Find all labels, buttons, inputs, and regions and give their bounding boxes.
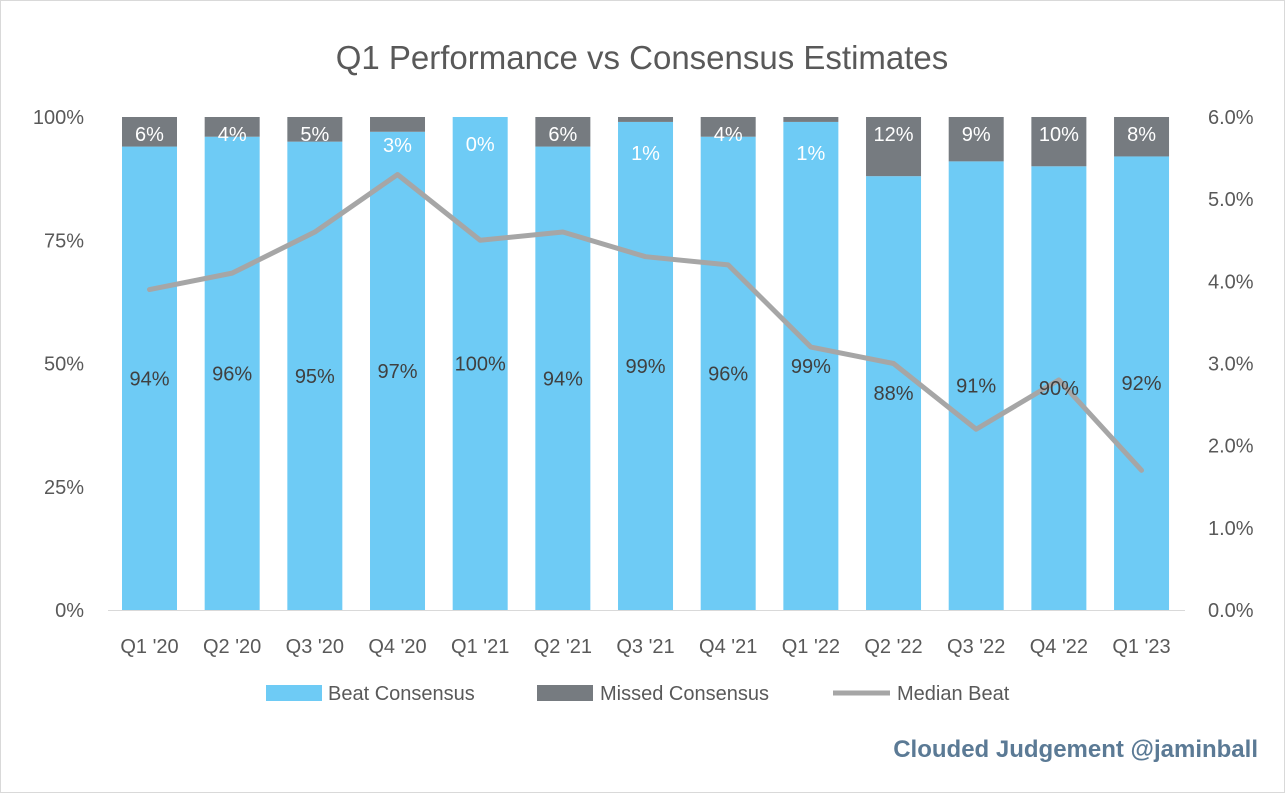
- bar-missed-consensus: [700, 117, 756, 137]
- bar-missed-consensus: [287, 117, 343, 142]
- bar-missed-consensus: [783, 117, 839, 122]
- bar-missed-consensus: [535, 117, 591, 147]
- beat-data-label: 99%: [791, 356, 831, 378]
- x-tick-label: Q2 '22: [864, 636, 922, 658]
- missed-labels-group: 6% 4% 5% 3% 0% 6% 1% 4% 1% 12% 9% 10% 8%: [135, 124, 1156, 165]
- legend-swatch-beat: [266, 685, 322, 701]
- bar-missed-consensus: [122, 117, 177, 147]
- y-axis-left: 0% 25% 50% 75% 100%: [33, 107, 84, 622]
- credit-text: Clouded Judgement @jaminball: [893, 736, 1258, 763]
- y-left-tick-label: 100%: [33, 107, 84, 129]
- x-tick-label: Q4 '22: [1030, 636, 1088, 658]
- beat-data-label: 91%: [956, 376, 996, 398]
- y-left-tick-label: 25%: [44, 477, 84, 499]
- legend: Beat Consensus Missed Consensus Median Bea…: [266, 683, 1010, 705]
- beat-labels-group: 94% 96% 95% 97% 100% 94% 99% 96% 99% 88% 91% 90% 92%: [129, 354, 1161, 406]
- beat-data-label: 96%: [708, 363, 748, 385]
- missed-data-label: 1%: [631, 143, 660, 165]
- bar-beat-consensus: [948, 161, 1004, 610]
- beat-data-label: 92%: [1122, 373, 1162, 395]
- x-tick-label: Q3 '20: [286, 636, 344, 658]
- bar-beat-consensus: [452, 117, 508, 610]
- y-right-tick-label: 0.0%: [1208, 600, 1254, 622]
- chart-title: Q1 Performance vs Consensus Estimates: [336, 39, 949, 76]
- y-left-tick-label: 75%: [44, 230, 84, 252]
- x-axis: Q1 '20 Q2 '20 Q3 '20 Q4 '20 Q1 '21 Q2 '21 Q3 '…: [108, 610, 1185, 658]
- missed-data-label: 5%: [300, 124, 329, 146]
- beat-data-label: 99%: [626, 356, 666, 378]
- bar-beat-consensus: [783, 121, 839, 611]
- y-right-tick-label: 4.0%: [1208, 271, 1254, 293]
- missed-data-label: 9%: [962, 124, 991, 146]
- x-tick-label: Q2 '20: [203, 636, 261, 658]
- x-tick-label: Q4 '21: [699, 636, 757, 658]
- bar-missed-consensus: [948, 117, 1004, 162]
- legend-label-missed: Missed Consensus: [600, 683, 769, 705]
- beat-data-label: 90%: [1039, 378, 1079, 400]
- bar-beat-consensus: [700, 136, 756, 610]
- beat-data-label: 100%: [455, 354, 506, 376]
- x-tick-label: Q3 '21: [616, 636, 674, 658]
- missed-data-label: 3%: [383, 135, 412, 157]
- beat-data-label: 94%: [129, 368, 169, 390]
- bar-beat-consensus: [618, 121, 674, 611]
- missed-data-label: 8%: [1127, 124, 1156, 146]
- y-right-tick-label: 1.0%: [1208, 518, 1254, 540]
- median-beat-line-group: [147, 172, 1145, 473]
- missed-data-label: 6%: [135, 124, 164, 146]
- legend-label-beat: Beat Consensus: [328, 683, 475, 705]
- y-left-tick-label: 0%: [55, 600, 84, 622]
- bar-missed-consensus: [618, 117, 674, 122]
- bar-missed-consensus: [1114, 117, 1170, 157]
- y-right-tick-label: 2.0%: [1208, 436, 1254, 458]
- bar-missed-consensus: [370, 117, 426, 132]
- beat-data-label: 88%: [874, 383, 914, 405]
- x-tick-label: Q1 '23: [1112, 636, 1170, 658]
- legend-label-median: Median Beat: [897, 683, 1010, 705]
- y-left-tick-label: 50%: [44, 354, 84, 376]
- bar-beat-consensus: [370, 131, 426, 611]
- y-right-tick-label: 6.0%: [1208, 107, 1254, 129]
- missed-data-label: 6%: [548, 124, 577, 146]
- x-tick-label: Q1 '22: [782, 636, 840, 658]
- missed-data-label: 0%: [466, 134, 495, 156]
- bar-beat-consensus: [122, 146, 177, 610]
- x-tick-label: Q3 '22: [947, 636, 1005, 658]
- bars-group: [122, 117, 1170, 611]
- beat-data-label: 95%: [295, 366, 335, 388]
- beat-data-label: 94%: [543, 368, 583, 390]
- bar-missed-consensus: [204, 117, 260, 137]
- missed-data-label: 4%: [714, 124, 743, 146]
- missed-data-label: 10%: [1039, 124, 1079, 146]
- legend-swatch-missed: [537, 685, 593, 701]
- missed-data-label: 4%: [218, 124, 247, 146]
- y-right-tick-label: 3.0%: [1208, 354, 1254, 376]
- beat-data-label: 96%: [212, 363, 252, 385]
- x-tick-label: Q2 '21: [534, 636, 592, 658]
- bar-beat-consensus: [204, 136, 260, 610]
- bar-beat-consensus: [866, 176, 922, 610]
- x-tick-label: Q4 '20: [368, 636, 426, 658]
- y-axis-right: 0.0% 1.0% 2.0% 3.0% 4.0% 5.0% 6.0%: [1208, 107, 1254, 622]
- x-tick-label: Q1 '20: [120, 636, 178, 658]
- missed-data-label: 12%: [874, 124, 914, 146]
- bar-beat-consensus: [535, 146, 591, 610]
- beat-data-label: 97%: [377, 361, 417, 383]
- x-tick-label: Q1 '21: [451, 636, 509, 658]
- y-right-tick-label: 5.0%: [1208, 189, 1254, 211]
- bar-missed-consensus: [866, 117, 922, 177]
- bar-missed-consensus: [1031, 117, 1087, 167]
- missed-data-label: 1%: [796, 143, 825, 165]
- bar-beat-consensus: [1114, 156, 1170, 610]
